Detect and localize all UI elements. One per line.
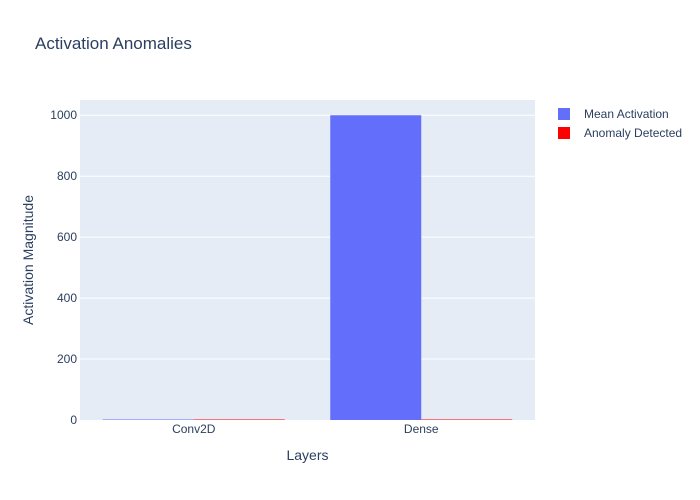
y-tick-label: 1000 <box>50 108 77 122</box>
bar[interactable] <box>330 115 422 420</box>
y-tick-label: 200 <box>57 352 77 366</box>
legend-label[interactable]: Mean Activation <box>584 107 669 121</box>
bar[interactable] <box>193 419 285 421</box>
x-tick-labels: Conv2D Dense <box>172 422 439 436</box>
x-tick-label: Dense <box>404 422 439 436</box>
y-tick-label: 600 <box>57 230 77 244</box>
y-tick-label: 400 <box>57 291 77 305</box>
x-tick-label: Conv2D <box>172 422 216 436</box>
y-axis-title: Activation Magnitude <box>20 195 36 325</box>
y-tick-label: 0 <box>70 413 77 427</box>
legend-label[interactable]: Anomaly Detected <box>584 126 682 140</box>
legend-swatch[interactable] <box>558 108 570 120</box>
chart-title: Activation Anomalies <box>35 34 192 53</box>
legend[interactable]: Mean Activation Anomaly Detected <box>558 107 682 140</box>
plot-background <box>80 100 535 420</box>
y-tick-label: 800 <box>57 169 77 183</box>
bar[interactable] <box>421 419 513 421</box>
grid-lines <box>80 114 535 360</box>
legend-swatch[interactable] <box>558 127 570 139</box>
y-tick-labels: 0 200 400 600 800 1000 <box>50 108 77 427</box>
bar[interactable] <box>102 419 194 421</box>
bars <box>102 115 513 421</box>
x-axis-title: Layers <box>286 447 328 463</box>
